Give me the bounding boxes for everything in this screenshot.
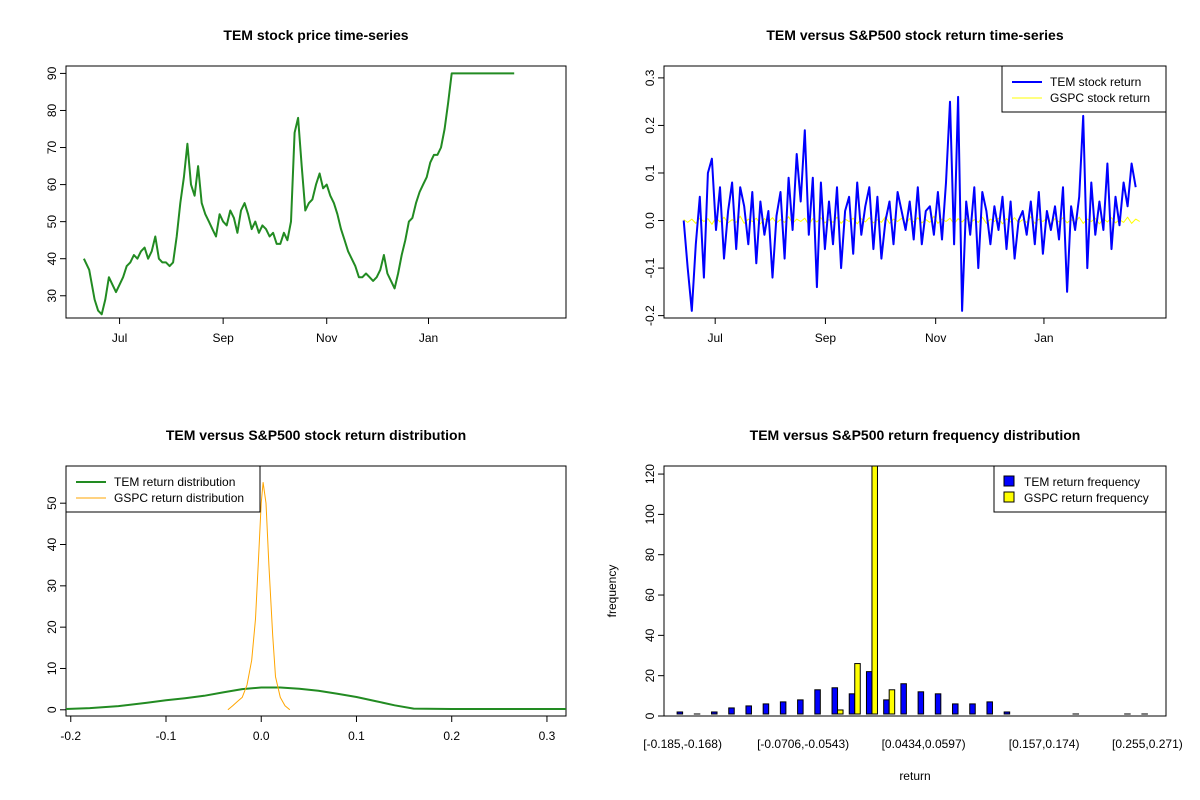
y-tick-label: 0.1 xyxy=(643,164,657,181)
tem-frequency-bar xyxy=(728,707,735,715)
legend-swatch xyxy=(1003,475,1015,487)
tem-frequency-bar xyxy=(952,703,959,715)
chart-title: TEM versus S&P500 stock return distribut… xyxy=(166,427,466,443)
tem-frequency-bar xyxy=(711,711,718,715)
gspc-frequency-bar xyxy=(854,663,861,715)
tem-frequency-bar xyxy=(865,671,873,715)
legend-label: TEM return frequency xyxy=(1024,475,1140,489)
legend-box xyxy=(1001,65,1167,113)
chart-title: TEM versus S&P500 return frequency distr… xyxy=(750,427,1081,443)
returns-chart: TEM versus S&P500 stock return time-seri… xyxy=(643,27,1167,345)
y-axis-label: frequency xyxy=(605,565,619,618)
y-tick-label: 0.2 xyxy=(643,117,657,134)
tem-frequency-bar xyxy=(883,699,890,715)
y-tick-label: 50 xyxy=(45,496,59,510)
gspc-frequency-bar xyxy=(837,709,844,715)
x-tick-label: Sep xyxy=(212,331,234,345)
tem-return-line xyxy=(682,95,1137,312)
x-tick-label: 0.0 xyxy=(253,729,270,743)
legend-box xyxy=(65,465,261,513)
chart-title: TEM stock price time-series xyxy=(223,27,408,43)
price-line xyxy=(82,72,515,316)
legend-box xyxy=(993,465,1167,513)
x-tick-label: 0.2 xyxy=(443,729,460,743)
y-tick-label: 80 xyxy=(643,548,657,562)
tem-frequency-bar xyxy=(917,691,925,715)
plot-frame xyxy=(65,65,567,319)
x-tick-label: Jan xyxy=(419,331,438,345)
gspc-density-line xyxy=(227,482,291,711)
x-tick-label: [0.157,0.174) xyxy=(1009,737,1080,751)
x-tick-label: Nov xyxy=(316,331,337,345)
y-tick-label: 0 xyxy=(643,712,657,719)
y-tick-label: 20 xyxy=(643,669,657,683)
y-tick-label: 50 xyxy=(45,215,59,229)
x-tick-label: 0.1 xyxy=(348,729,365,743)
y-tick-label: 70 xyxy=(45,141,59,155)
tem-frequency-bar xyxy=(779,701,787,715)
y-tick-label: 20 xyxy=(45,620,59,634)
x-tick-label: Jul xyxy=(708,331,723,345)
x-tick-label: -0.1 xyxy=(156,729,177,743)
plot-frame xyxy=(663,65,1167,319)
y-tick-label: 60 xyxy=(643,588,657,602)
plot-frame xyxy=(65,465,567,717)
y-tick-label: 90 xyxy=(45,66,59,80)
y-tick-label: 40 xyxy=(45,252,59,266)
y-tick-label: 40 xyxy=(45,538,59,552)
tem-frequency-bar xyxy=(831,687,839,715)
tem-frequency-bar xyxy=(762,703,770,715)
y-tick-label: 120 xyxy=(643,464,657,484)
tem-frequency-bar xyxy=(797,699,804,715)
bars xyxy=(676,466,1148,715)
x-tick-label: -0.2 xyxy=(60,729,81,743)
chart-title: TEM versus S&P500 stock return time-seri… xyxy=(766,27,1063,43)
x-tick-label: Nov xyxy=(925,331,946,345)
x-tick-label: [0.0434,0.0597) xyxy=(882,737,966,751)
legend-label: TEM stock return xyxy=(1050,75,1141,89)
tem-frequency-bar xyxy=(969,703,976,715)
y-tick-label: 40 xyxy=(643,628,657,642)
legend-label: GSPC stock return xyxy=(1050,91,1150,105)
y-tick-label: 60 xyxy=(45,178,59,192)
y-tick-label: 100 xyxy=(643,504,657,524)
tem-density-line xyxy=(65,686,566,710)
density-chart: TEM versus S&P500 stock return distribut… xyxy=(45,427,567,743)
freq-chart: TEM versus S&P500 return frequency distr… xyxy=(605,427,1183,783)
tem-frequency-bar xyxy=(900,683,907,715)
x-tick-label: [0.255,0.271) xyxy=(1112,737,1183,751)
y-tick-label: 0 xyxy=(45,706,59,713)
legend-label: GSPC return frequency xyxy=(1024,491,1149,505)
gspc-frequency-bar xyxy=(871,466,878,715)
tem-frequency-bar xyxy=(934,693,942,715)
y-tick-label: -0.2 xyxy=(643,305,657,326)
y-tick-label: 10 xyxy=(45,661,59,675)
x-tick-label: [-0.0706,-0.0543) xyxy=(757,737,849,751)
plot-frame xyxy=(663,465,1167,717)
x-tick-label: 0.3 xyxy=(539,729,556,743)
tem-frequency-bar xyxy=(848,693,856,715)
tem-frequency-bar xyxy=(676,711,684,715)
legend-label: GSPC return distribution xyxy=(114,491,244,505)
tem-frequency-bar xyxy=(1003,711,1011,715)
x-tick-label: Jul xyxy=(112,331,127,345)
legend-label: TEM return distribution xyxy=(114,475,235,489)
x-tick-label: Jan xyxy=(1034,331,1053,345)
x-tick-label: Sep xyxy=(815,331,837,345)
y-tick-label: 0.3 xyxy=(643,69,657,86)
tem-frequency-bar xyxy=(745,705,752,715)
price-chart: TEM stock price time-series 30 40 50 60 70 80 9… xyxy=(45,27,567,345)
x-tick-label: [-0.185,-0.168) xyxy=(643,737,722,751)
gspc-frequency-bar xyxy=(888,689,896,715)
y-tick-label: 30 xyxy=(45,579,59,593)
legend-swatch xyxy=(1003,491,1015,503)
tem-frequency-bar xyxy=(986,701,993,715)
y-tick-label: 0.0 xyxy=(643,212,657,229)
y-tick-label: 80 xyxy=(45,103,59,117)
tem-frequency-bar xyxy=(814,689,821,715)
y-tick-label: 30 xyxy=(45,289,59,303)
y-tick-label: -0.1 xyxy=(643,257,657,278)
x-axis-label: return xyxy=(899,769,930,783)
